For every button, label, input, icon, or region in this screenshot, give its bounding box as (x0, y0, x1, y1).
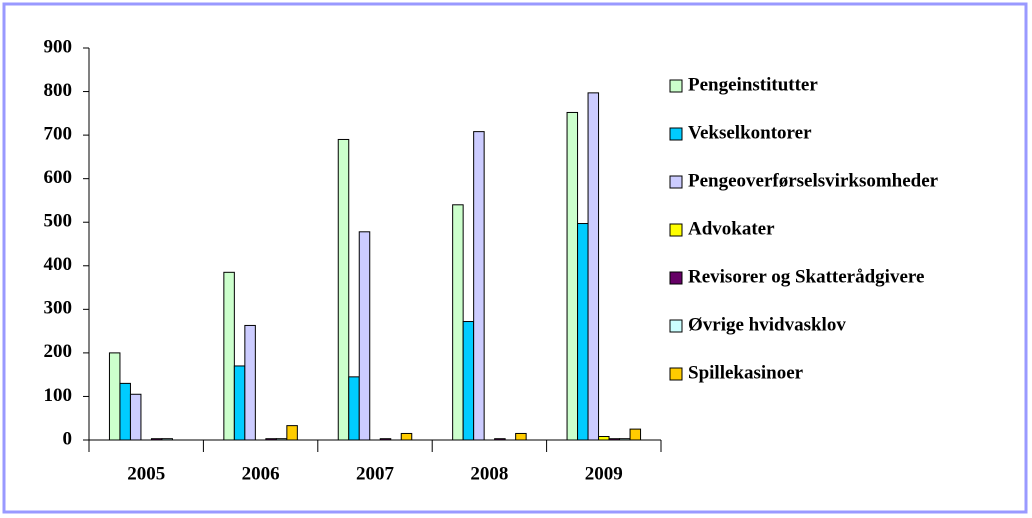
x-tick-label: 2009 (585, 463, 623, 484)
legend-label: Vekselkontorer (688, 122, 812, 143)
bar (452, 204, 464, 441)
bar (223, 271, 235, 441)
y-tick-label: 600 (44, 167, 73, 188)
bar (587, 92, 600, 441)
x-tick-label: 2005 (127, 463, 165, 484)
y-tick-label: 700 (44, 123, 73, 144)
bar (265, 438, 277, 441)
y-tick-label: 500 (44, 211, 73, 232)
x-tick-label: 2007 (356, 463, 395, 484)
bar (275, 438, 288, 441)
bar (150, 438, 163, 441)
legend-label: Spillekasinoer (688, 362, 804, 383)
bar (233, 365, 246, 441)
y-tick-label: 200 (44, 341, 73, 362)
bar (629, 428, 642, 441)
bar (400, 432, 413, 441)
legend-swatch (669, 223, 683, 237)
bar (348, 376, 360, 441)
legend-swatch (669, 127, 683, 141)
legend-label: Pengeinstitutter (688, 74, 818, 95)
bar (619, 438, 631, 441)
y-tick-label: 100 (44, 385, 73, 406)
bar (473, 131, 485, 441)
bar (286, 425, 298, 441)
legend-swatch (669, 367, 683, 381)
bar (566, 111, 579, 441)
bar (119, 382, 131, 441)
x-tick-label: 2008 (470, 463, 508, 484)
legend-swatch (669, 175, 683, 189)
bar (129, 393, 142, 441)
legend-swatch (669, 271, 683, 285)
bar (608, 438, 621, 441)
bar (358, 231, 371, 441)
y-tick-label: 300 (44, 298, 73, 319)
y-tick-label: 400 (44, 254, 73, 275)
legend-label: Øvrige hvidvasklov (688, 314, 846, 335)
legend-label: Pengeoverførselsvirksomheder (688, 170, 939, 191)
bar (515, 432, 527, 441)
legend-swatch (669, 319, 683, 333)
y-tick-label: 900 (44, 36, 73, 57)
bar (337, 138, 350, 441)
bar (161, 438, 173, 441)
y-tick-label: 800 (44, 80, 73, 101)
legend-swatch (669, 79, 683, 93)
bar (598, 436, 610, 441)
legend-label: Revisorer og Skatterådgivere (688, 266, 924, 287)
bar (379, 438, 392, 441)
bar (494, 438, 506, 441)
legend-label: Advokater (688, 218, 775, 239)
bar (462, 321, 475, 441)
x-tick-label: 2006 (242, 463, 280, 484)
bar (577, 223, 589, 441)
bar (108, 352, 121, 441)
bar (244, 324, 256, 441)
y-tick-label: 0 (63, 428, 73, 449)
